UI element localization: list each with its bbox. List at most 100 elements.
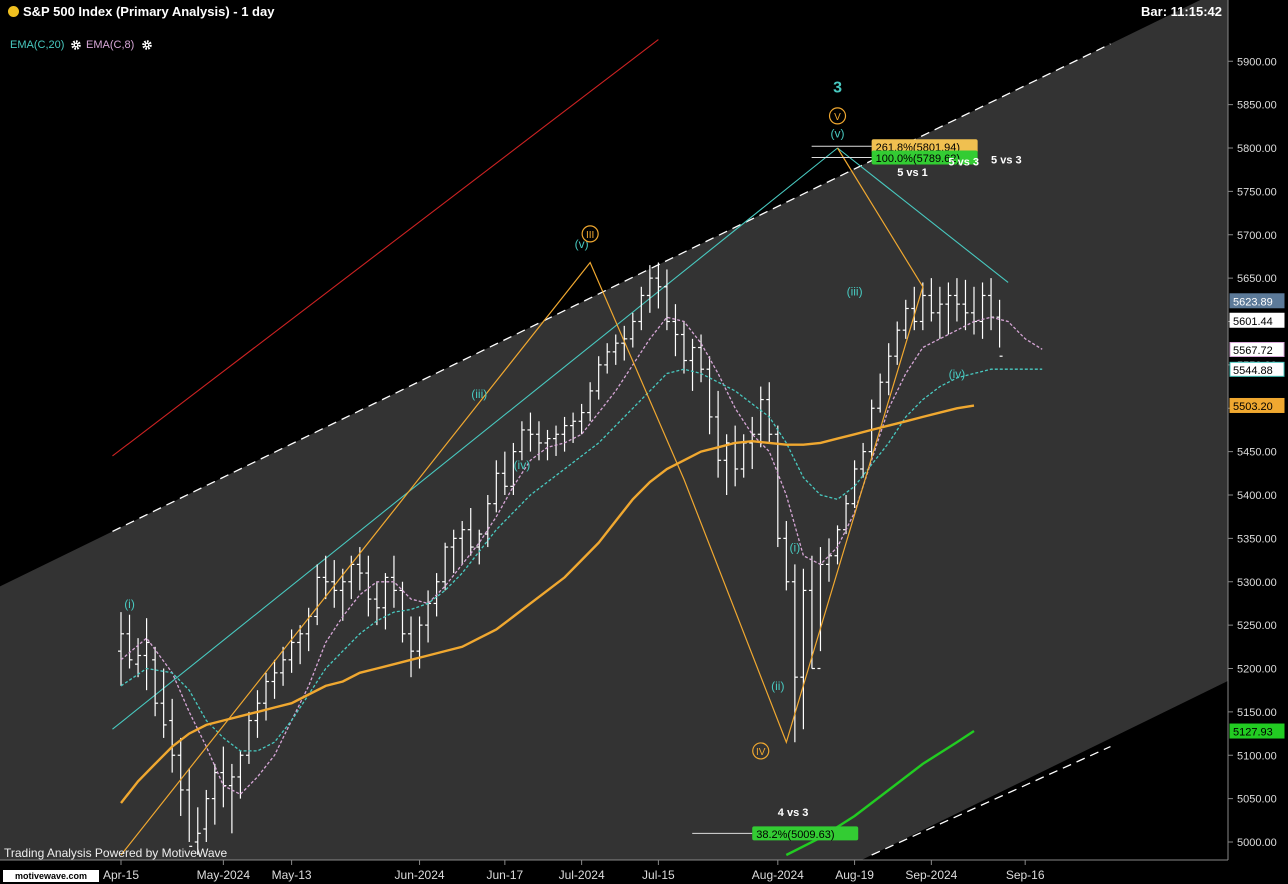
price-tag: 5544.88 — [1229, 361, 1285, 377]
channel-band — [0, 0, 1228, 860]
ohlc-bar — [467, 508, 474, 556]
ohlc-bar — [288, 629, 295, 673]
ohlc-bar — [237, 750, 244, 799]
ohlc-bar — [578, 403, 585, 435]
ohlc-bar — [587, 382, 594, 422]
ohlc-bar — [228, 763, 235, 834]
ohlc-bar — [152, 646, 159, 717]
series-line-ema-c-8- — [120, 316, 1043, 796]
ohlc-bar — [160, 668, 167, 738]
ohlc-bar — [672, 304, 679, 357]
major-wave-label: 3 — [833, 79, 842, 96]
ohlc-bar — [800, 568, 807, 730]
ohlc-bar — [936, 286, 943, 339]
y-tick-label: 5100.00 — [1237, 750, 1277, 762]
price-tag: 5127.93 — [1229, 723, 1285, 739]
ohlc-bar — [186, 768, 193, 847]
ohlc-bar — [698, 334, 705, 383]
chart-annotation: 4 vs 3 — [778, 807, 809, 819]
circled-wave-label: III — [581, 225, 599, 243]
ohlc-bar — [339, 568, 346, 621]
circled-wave-ring — [752, 742, 770, 760]
x-tick-label: Apr-15 — [103, 868, 139, 882]
ohlc-bar — [860, 442, 867, 478]
elliott-wave-path — [120, 147, 924, 856]
y-tick-label: 5650.00 — [1237, 273, 1277, 285]
wave-label: (i) — [790, 540, 801, 554]
ohlc-bar — [885, 343, 892, 396]
ohlc-bar — [382, 573, 389, 630]
circled-wave-ring — [581, 225, 599, 243]
ohlc-bar — [263, 672, 270, 721]
ohlc-bar — [459, 521, 466, 565]
trend-line-teal-down — [837, 147, 1009, 283]
footer-logo[interactable]: motivewave.com — [3, 870, 99, 882]
ohlc-bar — [945, 282, 952, 335]
ohlc-bar — [177, 737, 184, 816]
price-tag: 5623.89 — [1229, 293, 1285, 309]
y-tick-label: 5350.00 — [1237, 533, 1277, 545]
x-tick-label: Aug-19 — [835, 868, 874, 882]
ohlc-bar — [245, 711, 252, 764]
wave-label: (iii) — [471, 387, 487, 401]
fib-tag: 100.0%(5789.62) — [811, 150, 978, 165]
footer-credit: Trading Analysis Powered by MotiveWave — [4, 846, 228, 860]
indicator-ema20-label[interactable]: EMA(C,20) — [10, 39, 65, 51]
gear-icon[interactable] — [70, 39, 82, 51]
y-tick-label: 5450.00 — [1237, 447, 1277, 459]
ohlc-bar — [314, 564, 321, 626]
price-tag-bg — [1229, 397, 1285, 413]
ohlc-bar — [953, 278, 960, 322]
x-tick-label: Sep-2024 — [905, 868, 957, 882]
x-tick-label: May-13 — [272, 868, 312, 882]
ohlc-bar — [629, 312, 636, 348]
ohlc-bar — [553, 425, 560, 456]
circled-wave-text: IV — [756, 747, 766, 758]
price-tag-bg — [1229, 312, 1285, 328]
y-tick-label: 5850.00 — [1237, 100, 1277, 112]
ohlc-bar — [331, 560, 338, 608]
fib-tag-label: 38.2%(5009.63) — [756, 829, 834, 841]
price-tag: 5601.44 — [1229, 312, 1285, 328]
gear-icon[interactable] — [141, 39, 153, 51]
ohlc-bar — [271, 659, 278, 699]
ohlc-bar — [194, 807, 201, 856]
y-tick-label: 5050.00 — [1237, 794, 1277, 806]
ohlc-bar — [663, 269, 670, 331]
trend-line-channel-upper — [112, 43, 1111, 533]
y-tick-label: 5000.00 — [1237, 837, 1277, 849]
ohlc-bar — [996, 299, 1003, 357]
ohlc-bar — [527, 412, 534, 452]
series-line-ema-c-50- — [120, 404, 975, 804]
circled-wave-label: IV — [752, 742, 770, 760]
indicator-ema8-label[interactable]: EMA(C,8) — [86, 39, 135, 51]
y-tick-label: 5200.00 — [1237, 664, 1277, 676]
ohlc-bar — [604, 343, 611, 374]
circled-wave-text: V — [834, 112, 841, 123]
plot-layer — [112, 39, 1111, 857]
price-tag-label: 5127.93 — [1233, 727, 1273, 739]
ohlc-bar — [365, 555, 372, 617]
fib-tag-bg — [871, 150, 978, 165]
ohlc-bar — [544, 429, 551, 461]
x-tick-label: May-2024 — [197, 868, 251, 882]
y-tick-label: 5750.00 — [1237, 186, 1277, 198]
wave-label: (v) — [831, 127, 845, 141]
ohlc-bar — [638, 286, 645, 331]
price-tag: 5503.20 — [1229, 397, 1285, 413]
circled-wave-ring — [828, 107, 847, 125]
ohlc-bar — [706, 356, 713, 435]
ohlc-bar — [561, 416, 568, 452]
ohlc-bar — [621, 325, 628, 361]
ohlc-bar — [143, 618, 150, 691]
trend-line-red-line — [112, 39, 659, 457]
y-tick-label: 5250.00 — [1237, 620, 1277, 632]
ohlc-bar — [126, 614, 133, 669]
ohlc-bar — [766, 382, 773, 443]
ohlc-bar — [280, 646, 287, 686]
ohlc-bar — [979, 282, 986, 339]
x-tick-label: Aug-2024 — [752, 868, 804, 882]
wave-label: (iv) — [514, 458, 531, 472]
wave-label: (iii) — [847, 284, 863, 298]
